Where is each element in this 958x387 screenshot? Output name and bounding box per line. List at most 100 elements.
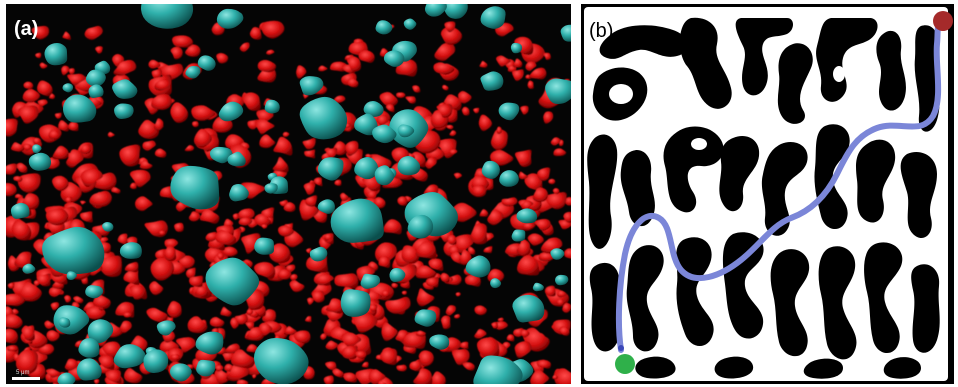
red-network-fragment xyxy=(39,62,48,69)
red-network-fragment xyxy=(254,118,275,135)
red-network-fragment xyxy=(476,337,500,359)
red-network-fragment xyxy=(514,341,532,359)
teal-particle xyxy=(372,124,397,144)
teal-particle xyxy=(62,94,97,123)
red-network-fragment xyxy=(23,143,33,151)
red-network-fragment xyxy=(416,288,435,307)
red-network-fragment xyxy=(334,273,359,289)
red-network-fragment xyxy=(111,187,121,194)
red-network-fragment xyxy=(525,61,537,72)
red-network-fragment xyxy=(433,62,455,75)
red-network-fragment xyxy=(232,213,239,220)
red-network-fragment xyxy=(425,157,437,170)
red-network-fragment xyxy=(48,129,61,140)
red-network-fragment xyxy=(22,88,41,103)
red-network-fragment xyxy=(191,105,216,121)
red-network-fragment xyxy=(249,27,262,40)
red-network-fragment xyxy=(527,80,534,90)
red-network-fragment xyxy=(35,52,42,59)
red-network-fragment xyxy=(45,208,69,226)
red-network-fragment xyxy=(36,80,53,97)
red-network-fragment xyxy=(123,312,132,318)
red-network-fragment xyxy=(175,337,196,353)
teal-particle xyxy=(196,359,216,377)
red-network-fragment xyxy=(37,99,48,108)
teal-particle xyxy=(340,289,371,317)
teal-particle xyxy=(473,355,523,384)
teal-particle xyxy=(363,101,384,117)
red-network-fragment xyxy=(237,208,255,221)
teal-particle xyxy=(554,274,569,286)
red-network-fragment xyxy=(302,137,316,150)
red-network-fragment xyxy=(80,144,92,155)
red-network-fragment xyxy=(409,359,422,372)
teal-particle xyxy=(330,198,384,243)
red-network-fragment xyxy=(46,330,60,342)
red-network-fragment xyxy=(68,68,75,75)
red-network-fragment xyxy=(185,267,196,279)
red-network-fragment xyxy=(16,162,28,173)
red-network-fragment xyxy=(325,361,337,371)
red-network-fragment xyxy=(440,26,463,45)
red-network-fragment xyxy=(548,178,556,185)
red-network-fragment xyxy=(259,134,276,149)
teal-particle xyxy=(403,18,417,30)
red-network-fragment xyxy=(453,234,474,254)
red-network-fragment xyxy=(462,362,475,371)
maze-obstacles xyxy=(587,17,940,379)
teal-particle xyxy=(209,146,233,164)
red-network-fragment xyxy=(345,140,359,156)
red-network-fragment xyxy=(453,172,462,179)
red-network-fragment xyxy=(430,371,446,384)
red-network-fragment xyxy=(344,123,351,129)
red-network-fragment xyxy=(257,59,277,73)
teal-particle xyxy=(22,263,36,274)
red-network-fragment xyxy=(506,334,515,342)
teal-particle xyxy=(119,242,142,259)
red-network-fragment xyxy=(252,374,257,379)
red-network-fragment xyxy=(36,273,51,287)
red-network-fragment xyxy=(129,182,137,190)
red-network-fragment xyxy=(376,114,389,127)
teal-particle xyxy=(465,255,491,278)
red-network-fragment xyxy=(6,183,17,197)
red-network-fragment xyxy=(191,121,199,128)
teal-particles-layer xyxy=(10,4,571,384)
red-network-fragment xyxy=(461,106,470,116)
teal-particle xyxy=(299,76,324,96)
red-network-fragment xyxy=(467,246,476,255)
red-network-fragment xyxy=(98,255,122,277)
red-network-fragment xyxy=(50,302,60,311)
red-network-fragment xyxy=(73,296,84,304)
red-network-fragment xyxy=(58,120,70,132)
red-network-fragment xyxy=(464,274,481,287)
red-network-fragment xyxy=(325,147,338,159)
red-network-fragment xyxy=(405,96,416,104)
teal-particle xyxy=(88,84,104,98)
red-network-fragment xyxy=(31,25,50,40)
red-network-fragment xyxy=(563,211,571,223)
teal-particle xyxy=(169,363,192,382)
red-network-fragment xyxy=(54,112,62,119)
red-network-fragment xyxy=(474,305,487,316)
red-network-fragment xyxy=(277,269,292,280)
teal-particle xyxy=(57,372,76,384)
teal-particle xyxy=(397,124,415,138)
red-network-fragment xyxy=(149,281,164,296)
red-network-fragment xyxy=(446,124,454,130)
teal-particle xyxy=(143,349,169,374)
teal-particle xyxy=(354,156,379,180)
teal-particle xyxy=(480,6,506,29)
red-network-fragment xyxy=(61,65,70,76)
red-network-fragment xyxy=(150,257,175,281)
red-network-fragment xyxy=(261,20,285,39)
red-network-fragment xyxy=(172,35,194,48)
teal-particle xyxy=(254,337,309,384)
red-network-fragment xyxy=(444,21,456,33)
red-network-fragment xyxy=(556,290,567,298)
red-network-fragment xyxy=(415,330,427,337)
red-network-fragment xyxy=(378,255,391,268)
red-network-fragment xyxy=(21,325,35,341)
red-network-fragment xyxy=(347,77,359,88)
red-network-fragment xyxy=(532,187,549,203)
